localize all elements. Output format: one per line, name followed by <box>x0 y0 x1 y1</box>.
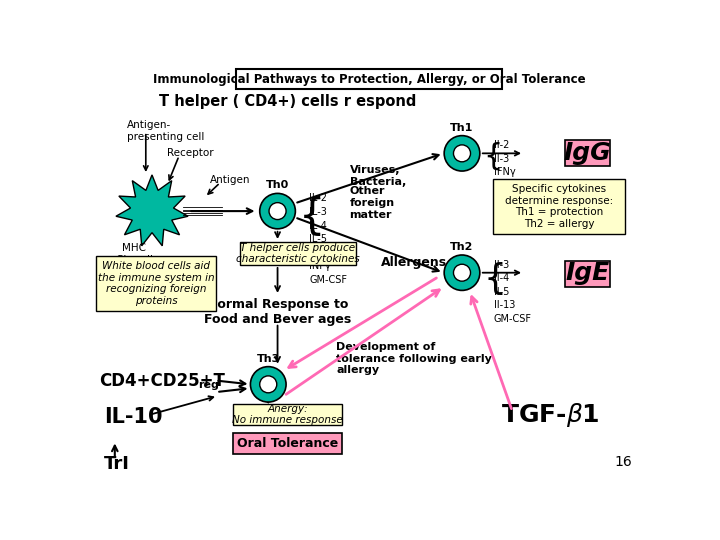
FancyBboxPatch shape <box>235 70 503 90</box>
Text: IgE: IgE <box>565 261 610 286</box>
Text: T helper ( CD4+) cells r espond: T helper ( CD4+) cells r espond <box>159 94 416 109</box>
Text: $\{$: $\{$ <box>483 140 500 172</box>
Text: IgG: IgG <box>564 140 611 165</box>
FancyBboxPatch shape <box>96 256 216 311</box>
FancyBboxPatch shape <box>240 242 356 265</box>
Circle shape <box>251 367 286 402</box>
Text: CD4+CD25+T: CD4+CD25+T <box>99 372 225 389</box>
Circle shape <box>260 193 295 229</box>
Text: IL-10: IL-10 <box>104 408 163 428</box>
Text: IL-2
IL-3
IL-4
IL-5
Il-13
INFγ
GM-CSF: IL-2 IL-3 IL-4 IL-5 Il-13 INFγ GM-CSF <box>310 193 347 285</box>
Text: MHC
Class II: MHC Class II <box>116 244 153 265</box>
Text: T helper cells produce
characteristic cytokines: T helper cells produce characteristic cy… <box>236 242 359 264</box>
Text: Anergy:
No immune response: Anergy: No immune response <box>233 403 343 425</box>
Text: Antigen: Antigen <box>210 175 251 185</box>
Text: TrI: TrI <box>104 455 130 472</box>
Circle shape <box>260 376 276 393</box>
Text: White blood cells aid
the immune system in
recognizing foreign
proteins: White blood cells aid the immune system … <box>98 261 214 306</box>
Circle shape <box>454 145 471 162</box>
Text: Th1: Th1 <box>450 123 474 132</box>
Text: reg: reg <box>199 380 220 390</box>
Text: Il-3
Il-4
Il-5
Il-13
GM-CSF: Il-3 Il-4 Il-5 Il-13 GM-CSF <box>494 260 532 324</box>
FancyBboxPatch shape <box>233 403 342 425</box>
Text: Viruses,
Bacteria,: Viruses, Bacteria, <box>350 165 406 186</box>
Text: Th3: Th3 <box>256 354 280 363</box>
Text: Allergens: Allergens <box>381 256 446 269</box>
Text: Th2: Th2 <box>450 242 474 252</box>
Circle shape <box>269 202 286 220</box>
Text: Development of
tolerance following early
allergy: Development of tolerance following early… <box>336 342 492 375</box>
Text: Receptor: Receptor <box>168 148 214 158</box>
Text: Other
foreign
matter: Other foreign matter <box>350 186 395 220</box>
Circle shape <box>444 136 480 171</box>
Text: TGF-$\beta$1: TGF-$\beta$1 <box>500 401 600 429</box>
FancyBboxPatch shape <box>233 433 342 455</box>
FancyBboxPatch shape <box>565 140 610 166</box>
FancyBboxPatch shape <box>493 179 625 234</box>
Text: Normal Response to
Food and Bever ages: Normal Response to Food and Bever ages <box>204 298 351 326</box>
Text: Il-2
Il-3
IFNγ
GM-CSF: Il-2 Il-3 IFNγ GM-CSF <box>494 140 532 191</box>
Text: $\{$: $\{$ <box>483 260 503 296</box>
Text: 16: 16 <box>615 455 632 469</box>
Text: $\{$: $\{$ <box>299 194 322 238</box>
Text: Oral Tolerance: Oral Tolerance <box>237 437 338 450</box>
Circle shape <box>444 255 480 291</box>
Text: Antigen-
presenting cell: Antigen- presenting cell <box>127 120 204 142</box>
Text: Specific cytokines
determine response:
Th1 = protection
Th2 = allergy: Specific cytokines determine response: T… <box>505 184 613 229</box>
FancyBboxPatch shape <box>565 261 610 287</box>
Text: Th0: Th0 <box>266 179 289 190</box>
Circle shape <box>454 264 471 281</box>
Text: Immunological Pathways to Protection, Allergy, or Oral Tolerance: Immunological Pathways to Protection, Al… <box>153 73 585 86</box>
Polygon shape <box>116 175 188 246</box>
